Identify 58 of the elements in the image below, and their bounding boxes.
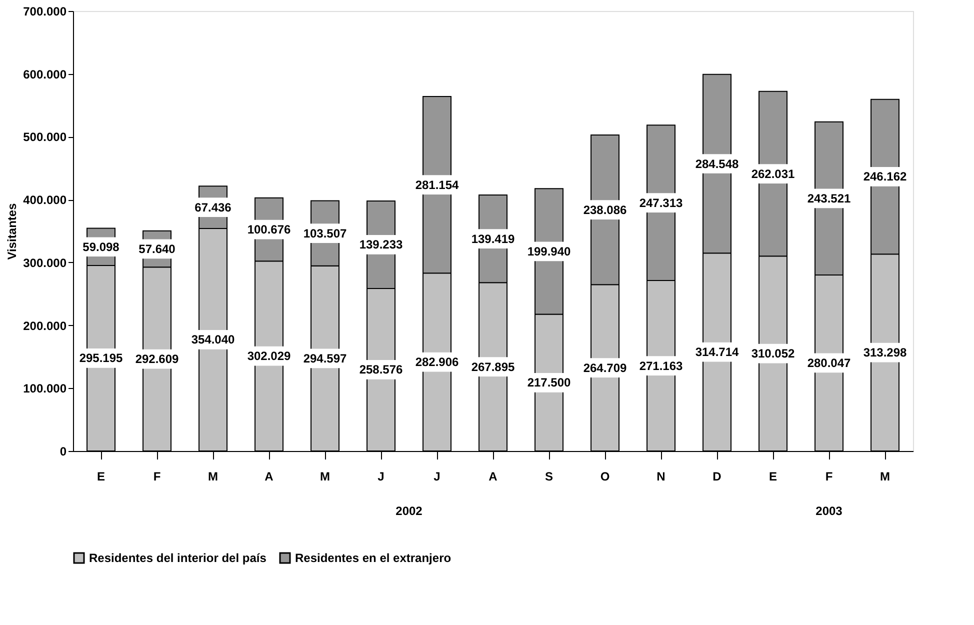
data-label: 139.233 — [359, 238, 404, 252]
data-label: 354.040 — [191, 332, 236, 347]
data-label: 247.313 — [639, 196, 684, 210]
data-label: 267.895 — [471, 360, 516, 374]
x-tick-label: A — [488, 470, 498, 484]
legend-label: Residentes en el extranjero — [295, 551, 452, 565]
x-tick-label: J — [378, 470, 384, 484]
x-tick-label: F — [825, 470, 833, 484]
x-tick-label: D — [712, 470, 722, 484]
y-tick-label: 200.000 — [23, 318, 67, 333]
data-label: 217.500 — [527, 376, 572, 390]
x-tick-label: A — [264, 470, 274, 484]
x-tick-label: M — [880, 470, 890, 484]
x-tick-label: E — [768, 470, 778, 484]
data-label: 199.940 — [527, 244, 572, 258]
data-label: 281.154 — [415, 178, 460, 192]
data-label: 302.029 — [247, 349, 292, 364]
y-tick-label: 400.000 — [23, 193, 67, 208]
y-tick-label: 700.000 — [23, 4, 67, 18]
x-tick-label: S — [544, 470, 554, 484]
data-label: 295.195 — [79, 351, 124, 366]
x-tick-label: E — [96, 470, 106, 484]
data-label: 284.548 — [695, 156, 740, 171]
text: 2002 — [396, 504, 423, 518]
y-tick-label: 100.000 — [23, 382, 67, 396]
data-label: 313.298 — [863, 346, 908, 360]
x-tick-label: M — [208, 470, 218, 484]
data-label: 59.098 — [82, 240, 120, 254]
data-label: 314.714 — [695, 345, 740, 360]
legend-label: Residentes del interior del país — [89, 551, 267, 565]
data-label: 139.419 — [471, 232, 516, 246]
y-tick-label: 0 — [60, 444, 67, 458]
x-tick-label: J — [434, 470, 440, 484]
x-tick-label: M — [320, 470, 330, 484]
x-tick-label: N — [656, 470, 666, 484]
data-label: 262.031 — [751, 166, 796, 181]
data-label: 280.047 — [807, 356, 852, 370]
data-label: 100.676 — [247, 222, 292, 237]
data-label: 310.052 — [751, 346, 796, 361]
data-label: 57.640 — [138, 242, 176, 256]
y-tick-label: 300.000 — [23, 256, 67, 270]
y-tick-label: 600.000 — [23, 67, 67, 82]
data-label: 264.709 — [583, 360, 628, 375]
data-label: 282.906 — [415, 355, 460, 370]
y-axis-title: Visitantes — [5, 202, 20, 260]
data-label: 67.436 — [194, 200, 232, 214]
data-label: 258.576 — [359, 362, 404, 377]
x-tick-label: F — [153, 470, 161, 484]
data-label: 103.507 — [303, 226, 348, 240]
data-label: 292.609 — [135, 352, 180, 366]
y-tick-label: 500.000 — [23, 130, 67, 144]
data-label: 243.521 — [807, 191, 852, 206]
data-label: 238.086 — [583, 202, 628, 217]
data-label: 246.162 — [863, 170, 908, 184]
x-tick-label: O — [600, 470, 610, 484]
text: 2003 — [816, 504, 843, 518]
data-label: 271.163 — [639, 358, 684, 373]
data-label: 294.597 — [303, 351, 348, 366]
